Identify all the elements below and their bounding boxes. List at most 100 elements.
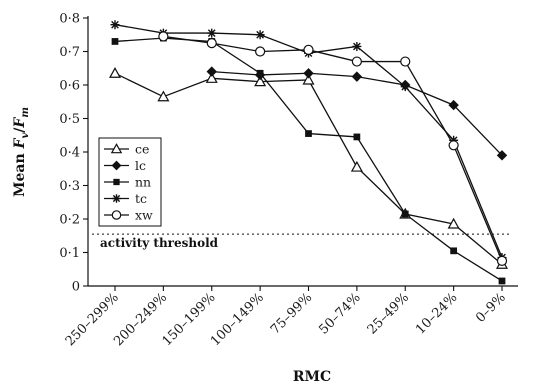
legend-marker-tc — [112, 194, 121, 203]
point-ce — [302, 73, 315, 85]
point-xw — [351, 56, 362, 67]
point-nn-shape — [353, 133, 361, 141]
series-markers-xw — [158, 31, 508, 266]
point-xw-shape — [303, 44, 314, 55]
point-xw — [496, 255, 508, 266]
point-nn-shape — [450, 247, 457, 255]
y-axis-title-f1: F — [12, 137, 28, 149]
point-xw-shape — [158, 31, 169, 42]
point-nn-shape — [111, 38, 119, 45]
point-tc — [352, 41, 362, 51]
point-xw — [158, 31, 169, 42]
point-ce-shape — [254, 75, 267, 87]
point-nn — [401, 210, 409, 218]
threshold-line-group: activity threshold — [92, 233, 512, 250]
point-lc — [351, 71, 363, 82]
legend-label-ce: ce — [135, 142, 149, 157]
point-tc — [207, 28, 217, 38]
point-lc-shape — [303, 68, 314, 79]
legend-marker-tc-shape — [112, 194, 121, 203]
legend-label-lc: lc — [135, 158, 146, 173]
point-ce-shape — [350, 160, 363, 172]
point-xw-shape — [448, 140, 459, 151]
point-ce-shape — [302, 73, 315, 85]
point-tc-shape — [255, 30, 265, 40]
point-ce-shape — [157, 90, 170, 102]
threshold-label: activity threshold — [100, 236, 219, 250]
point-nn-shape — [256, 69, 264, 77]
legend-marker-nn-shape — [113, 178, 120, 186]
point-lc-shape — [448, 99, 459, 111]
point-xw-shape — [206, 38, 217, 49]
y-tick-label: 0·5 — [59, 112, 80, 127]
point-ce — [108, 67, 122, 78]
x-tick-label: 25–49% — [365, 290, 412, 337]
y-tick-label: 0·6 — [59, 79, 80, 94]
point-nn — [498, 277, 506, 285]
y-tick-label: 0·7 — [59, 45, 80, 60]
point-nn — [450, 247, 457, 255]
legend-marker-xw — [111, 210, 122, 220]
point-ce — [447, 217, 460, 229]
point-tc-shape — [400, 82, 410, 92]
series-line-xw — [163, 35, 503, 262]
x-tick-label: 10–24% — [413, 290, 460, 337]
point-ce-shape — [108, 67, 122, 78]
point-xw-shape — [255, 46, 266, 57]
point-nn-shape — [401, 210, 409, 218]
point-xw-shape — [496, 255, 508, 266]
point-nn — [256, 69, 264, 77]
y-tick-label: 0·4 — [59, 146, 80, 161]
point-lc — [496, 150, 508, 161]
point-lc-shape — [351, 71, 363, 82]
point-tc — [400, 82, 410, 92]
legend-label-tc: tc — [135, 191, 147, 206]
y-axis-title: Mean Fv/Fm — [12, 107, 31, 197]
point-lc-shape — [496, 150, 508, 161]
y-axis-title-prefix: Mean — [12, 148, 28, 197]
point-ce — [205, 72, 218, 83]
y-tick-label: 0·3 — [59, 179, 80, 194]
point-lc — [206, 66, 217, 77]
legend-marker-nn — [113, 178, 120, 186]
point-xw — [255, 46, 266, 57]
point-tc-shape — [207, 28, 217, 38]
point-xw-shape — [351, 56, 362, 67]
point-nn — [111, 38, 119, 45]
legend-label-nn: nn — [135, 175, 151, 190]
series-markers-tc — [110, 20, 507, 263]
point-xw — [448, 140, 459, 151]
y-axis-title-slash: / — [12, 127, 28, 133]
legend-marker-ce-shape — [110, 143, 123, 154]
y-axis-title-sub-m: m — [20, 107, 31, 118]
series-group — [108, 20, 509, 285]
legend-marker-lc-shape — [111, 160, 122, 171]
y-axis-title-sub-v: v — [20, 133, 31, 139]
y-axis-title-f2: F — [12, 117, 28, 129]
y-tick-label: 0·1 — [59, 246, 80, 261]
point-lc-shape — [206, 66, 217, 77]
point-tc — [110, 20, 120, 30]
point-lc — [303, 68, 314, 79]
point-xw — [303, 44, 314, 55]
series-markers-ce — [108, 67, 509, 269]
legend-marker-xw-shape — [111, 210, 122, 220]
point-lc — [448, 99, 459, 111]
point-nn-shape — [498, 277, 506, 285]
point-tc-shape — [352, 41, 362, 51]
point-xw — [400, 56, 411, 67]
point-nn-shape — [305, 130, 312, 137]
legend-marker-ce — [110, 143, 123, 154]
y-tick-label: 0 — [72, 280, 80, 295]
x-tick-label: 0–9% — [473, 290, 509, 326]
y-tick-label: 0·8 — [59, 12, 80, 27]
point-nn — [305, 130, 312, 137]
legend-label-xw: xw — [135, 208, 153, 223]
x-tick-label: 75–99% — [268, 290, 315, 337]
x-tick-label: 50–74% — [316, 290, 363, 337]
legend-marker-lc — [111, 160, 122, 171]
point-ce — [254, 75, 267, 87]
series-xw — [163, 35, 503, 262]
